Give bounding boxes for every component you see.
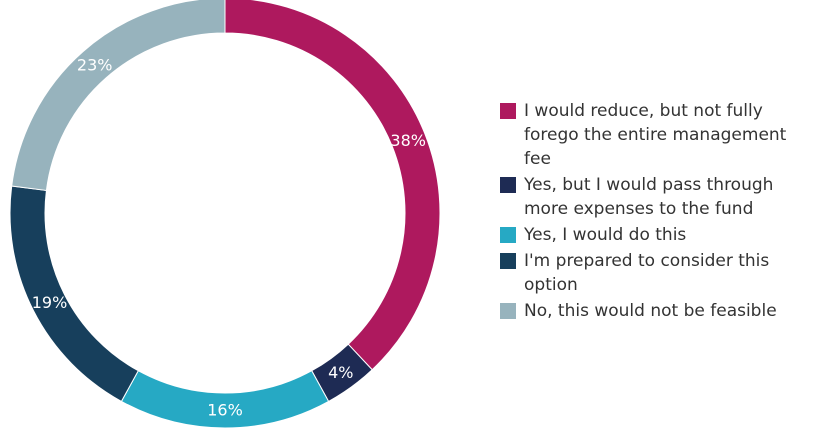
slice-value-label: 19% (32, 293, 68, 312)
legend-swatch (500, 227, 516, 243)
legend-label: I would reduce, but not fully forego the… (524, 101, 787, 169)
donut-slice (224, 0, 441, 371)
legend-swatch (500, 177, 516, 193)
legend-item: No, this would not be feasible (500, 299, 815, 323)
legend-label: Yes, I would do this (524, 225, 687, 245)
legend-item: I'm prepared to consider this option (500, 249, 815, 297)
donut-slice-labels: 38% 4% 16% 19% 23% (32, 56, 426, 420)
slice-value-label: 38% (390, 131, 426, 150)
legend-swatch (500, 303, 516, 319)
legend-label: Yes, but I would pass through more expen… (524, 175, 774, 219)
donut-slice (9, 185, 139, 403)
legend-swatch (500, 103, 516, 119)
slice-value-label: 4% (328, 363, 353, 382)
legend-item: Yes, I would do this (500, 223, 815, 247)
legend-label: No, this would not be feasible (524, 301, 777, 321)
chart-legend: I would reduce, but not fully forego the… (500, 99, 815, 325)
legend-swatch (500, 253, 516, 269)
legend-item: I would reduce, but not fully forego the… (500, 99, 815, 171)
legend-label: I'm prepared to consider this option (524, 251, 770, 295)
donut-slice (11, 0, 226, 191)
slice-value-label: 23% (77, 56, 113, 75)
donut-slices (9, 0, 441, 429)
slice-value-label: 16% (207, 401, 243, 420)
legend-item: Yes, but I would pass through more expen… (500, 173, 815, 221)
